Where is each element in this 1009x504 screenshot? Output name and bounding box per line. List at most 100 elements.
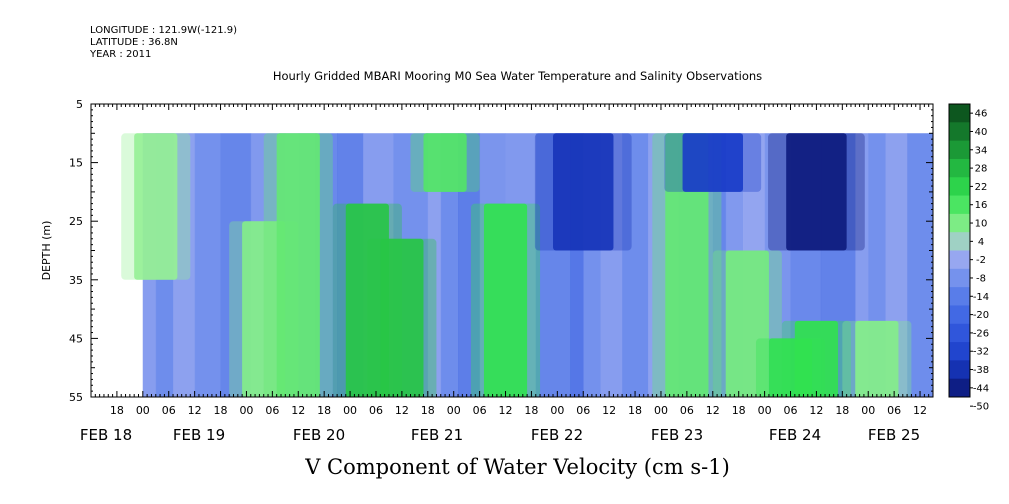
y-tick-label: 55 — [69, 391, 83, 404]
heatmap-feature — [682, 133, 744, 192]
heatmap-feature — [725, 250, 769, 397]
x-hour-label: 12 — [706, 404, 720, 417]
heatmap-feature — [345, 203, 389, 397]
x-date-label: FEB 24 — [769, 426, 821, 444]
colorbar-swatch — [949, 268, 970, 288]
x-hour-label: 18 — [524, 404, 538, 417]
x-hour-label: 00 — [654, 404, 668, 417]
x-hour-label: 00 — [447, 404, 461, 417]
colorbar-label: 40 — [975, 127, 988, 138]
heatmap-feature-halo — [470, 203, 541, 397]
x-hour-label: 06 — [784, 404, 798, 417]
colorbar-label: 4 — [978, 237, 984, 248]
colorbar-label: -20 — [973, 310, 989, 321]
x-hour-label: 00 — [550, 404, 564, 417]
x-axis-title: V Component of Water Velocity (cm s-1) — [305, 455, 730, 479]
x-hour-label: 06 — [162, 404, 176, 417]
x-hour-label: 18 — [317, 404, 331, 417]
heatmap-column — [622, 133, 649, 398]
x-hour-label: 06 — [887, 404, 901, 417]
y-tick-label: 35 — [69, 274, 83, 287]
colorbar-label: -26 — [973, 328, 989, 339]
heatmap-column — [315, 133, 338, 398]
x-date-label: FEB 21 — [411, 426, 463, 444]
x-hour-label: 12 — [499, 404, 513, 417]
x-hour-label: 00 — [136, 404, 150, 417]
colorbar-label: -32 — [973, 347, 989, 358]
colorbar-swatch — [949, 104, 970, 123]
x-hour-label: 18 — [110, 404, 124, 417]
x-hour-label: 12 — [188, 404, 202, 417]
x-hour-label: 06 — [369, 404, 383, 417]
heatmap-column — [194, 133, 222, 398]
heatmap-feature — [786, 133, 847, 251]
heatmap-feature-halo — [410, 133, 480, 192]
colorbar-swatch — [949, 158, 970, 178]
heatmap-feature-halo — [652, 133, 722, 398]
x-hour-label: 00 — [861, 404, 875, 417]
colorbar-swatch — [949, 140, 970, 160]
x-hour-label: 12 — [913, 404, 927, 417]
heatmap-feature — [483, 203, 528, 397]
heatmap-column — [712, 133, 727, 398]
heatmap-feature-halo — [534, 133, 632, 251]
x-hour-label: 18 — [421, 404, 435, 417]
x-hour-label: 12 — [809, 404, 823, 417]
x-hour-label: 18 — [732, 404, 746, 417]
colorbar-label: -44 — [973, 383, 989, 394]
colorbar-label: -8 — [976, 273, 986, 284]
heatmap-feature — [276, 133, 320, 398]
x-date-label: FEB 20 — [293, 426, 345, 444]
heatmap-column — [427, 133, 442, 398]
colorbar-swatch — [949, 213, 970, 233]
colorbar-swatch — [949, 287, 970, 306]
heatmap-column — [173, 133, 196, 398]
x-date-label: FEB 23 — [651, 426, 703, 444]
colorbar: 46 40 34 28 22 16 10 4 -2 -8 -14 -20 -26 -32 -38 -44 -50 — [948, 103, 989, 413]
heatmap-feature-halo — [367, 238, 437, 397]
heatmap-feature-halo — [781, 320, 851, 397]
x-hour-label: 12 — [602, 404, 616, 417]
heatmap-column — [458, 133, 481, 398]
heatmap-feature — [553, 133, 614, 251]
colorbar-label: 28 — [975, 164, 988, 175]
x-hour-label: 06 — [680, 404, 694, 417]
heatmap-feature-halo — [712, 250, 782, 397]
axes: 5 15 25 35 45 55 DEPTH (m) 18 00 06 12 18 00 06 12 18 00… — [40, 98, 934, 444]
heatmap-layer — [121, 133, 934, 398]
x-date-label: FEB 19 — [173, 426, 225, 444]
colorbar-swatch — [949, 342, 970, 361]
x-hour-label: 06 — [576, 404, 590, 417]
x-date-label: FEB 25 — [868, 426, 920, 444]
x-hour-label: 18 — [835, 404, 849, 417]
heatmap-column — [907, 133, 934, 398]
x-hour-label: 12 — [291, 404, 305, 417]
y-tick-label: 5 — [76, 98, 83, 111]
latitude-label: LATITUDE : 36.8N — [90, 37, 178, 48]
x-hour-label: 18 — [628, 404, 642, 417]
colorbar-swatch — [949, 305, 970, 325]
colorbar-frame — [948, 103, 971, 398]
y-tick-label: 25 — [69, 215, 83, 228]
x-date-label: FEB 22 — [531, 426, 583, 444]
colorbar-swatch — [949, 195, 970, 215]
year-label: YEAR : 2011 — [90, 49, 152, 60]
colorbar-label: 34 — [975, 145, 988, 156]
heatmap-feature — [423, 133, 467, 192]
colorbar-swatch — [949, 250, 970, 270]
colorbar-label: 16 — [975, 200, 988, 211]
x-hour-label: 18 — [214, 404, 228, 417]
colorbar-label: 10 — [975, 219, 988, 230]
x-hour-label: 06 — [265, 404, 279, 417]
colorbar-label: -50 — [973, 402, 989, 413]
x-date-label: FEB 18 — [80, 426, 132, 444]
heatmap-feature-halo — [263, 133, 333, 398]
heatmap-feature — [855, 320, 899, 397]
heatmap-feature-halo — [842, 320, 912, 397]
colorbar-label: 22 — [975, 182, 988, 193]
colorbar-swatch — [949, 323, 970, 343]
x-hour-label: 06 — [473, 404, 487, 417]
x-hour-label: 12 — [395, 404, 409, 417]
heatmap-feature — [794, 320, 839, 397]
